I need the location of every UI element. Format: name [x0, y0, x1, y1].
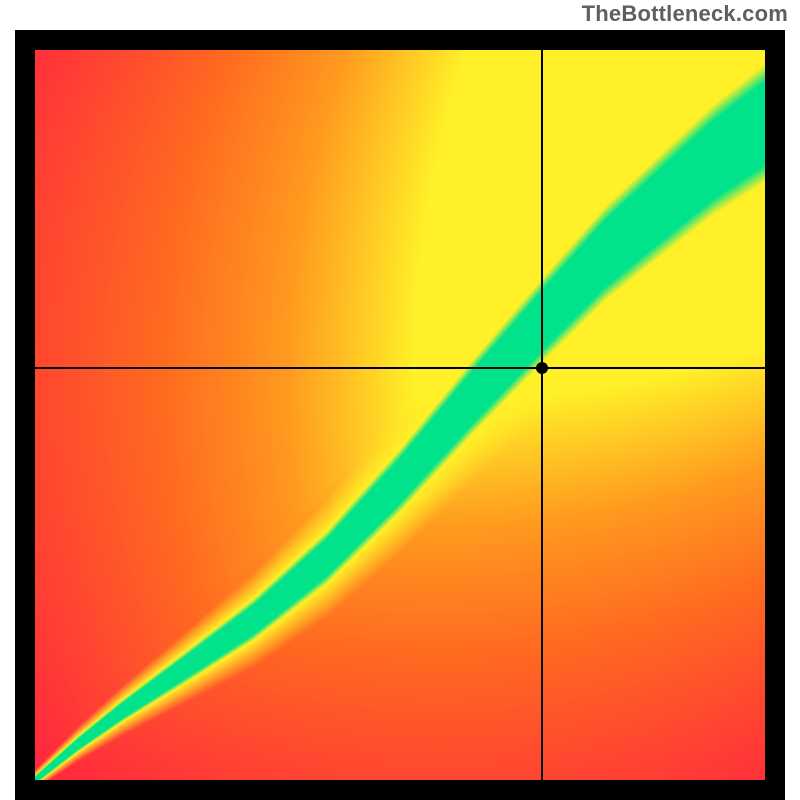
crosshair-vertical [541, 50, 543, 780]
chart-container: TheBottleneck.com [0, 0, 800, 800]
watermark-text: TheBottleneck.com [582, 1, 788, 27]
crosshair-horizontal [35, 367, 765, 369]
plot-frame [15, 30, 785, 800]
crosshair-marker [536, 362, 548, 374]
heatmap-canvas [35, 50, 765, 780]
